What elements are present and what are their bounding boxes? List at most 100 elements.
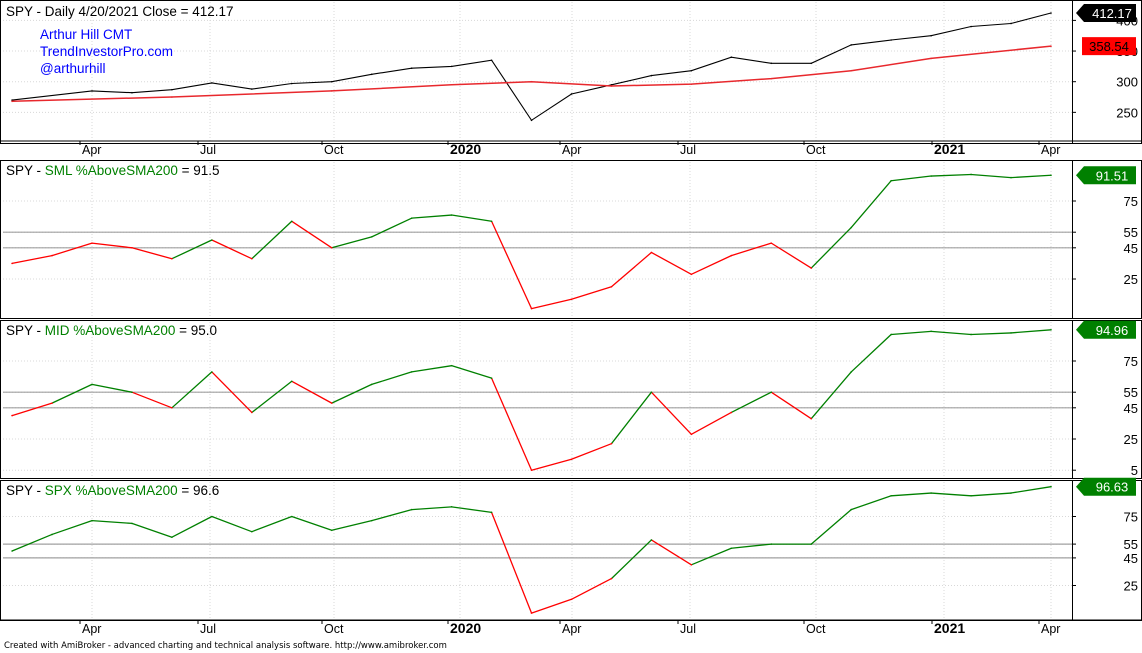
x-tick-label-3-r0: 2020 bbox=[450, 141, 481, 157]
series-segment bbox=[251, 515, 293, 533]
data-point-mid-6 bbox=[251, 411, 253, 414]
data-point-spx-23 bbox=[930, 492, 932, 494]
panel-title: SPY - SPX %AboveSMA200 = 96.6 bbox=[6, 483, 219, 498]
data-point-sml-8 bbox=[330, 247, 333, 249]
data-point-sml-21 bbox=[850, 226, 853, 229]
data-point-mid-21 bbox=[850, 371, 853, 373]
data-point-sml-16 bbox=[650, 251, 653, 254]
data-point-sma-200-2 bbox=[330, 90, 333, 92]
last-value-tag-sml: 91.51 bbox=[1076, 166, 1136, 185]
data-point-spy-close-14 bbox=[610, 83, 613, 86]
data-point-mid-17 bbox=[690, 433, 693, 436]
data-point-spy-close-0 bbox=[11, 99, 13, 101]
y-tick-label: 25 bbox=[1124, 272, 1138, 287]
data-point-spy-close-18 bbox=[770, 62, 773, 65]
series-segment bbox=[451, 506, 492, 514]
x-tick-label-8-r1: Apr bbox=[1041, 622, 1060, 636]
series-segment bbox=[770, 242, 812, 269]
data-point-mid-4 bbox=[171, 407, 173, 409]
data-point-sml-7 bbox=[290, 220, 293, 223]
series-segment bbox=[171, 371, 213, 409]
data-point-spy-close-16 bbox=[690, 69, 693, 72]
series-segment bbox=[611, 251, 652, 288]
data-point-mid-8 bbox=[330, 402, 333, 404]
data-point-sml-13 bbox=[530, 307, 533, 310]
series-segment bbox=[971, 332, 1012, 336]
series-segment bbox=[91, 242, 133, 249]
series-segment bbox=[51, 242, 93, 257]
data-point-spx-19 bbox=[770, 543, 773, 545]
x-tick-label-4-r1: Apr bbox=[562, 622, 581, 636]
panel-frame bbox=[0, 320, 1142, 479]
data-point-spy-close-17 bbox=[730, 56, 733, 58]
price-line bbox=[12, 12, 1052, 122]
x-tick-label-1-r0: Jul bbox=[200, 143, 216, 157]
series-segment bbox=[490, 512, 533, 614]
last-value-tag-mid: 94.96 bbox=[1076, 320, 1136, 339]
panel-title: SPY - MID %AboveSMA200 = 95.0 bbox=[6, 323, 217, 338]
series-segment bbox=[451, 365, 492, 379]
series-segment bbox=[571, 578, 612, 600]
x-tick-label-4-r0: Apr bbox=[562, 143, 581, 157]
author-annotation-1: TrendInvestorPro.com bbox=[40, 44, 173, 59]
series-segment bbox=[291, 220, 333, 249]
data-point-sml-0 bbox=[11, 262, 13, 265]
series-segment bbox=[691, 411, 732, 435]
series-segment bbox=[211, 515, 253, 533]
y-tick-label: 45 bbox=[1124, 551, 1138, 566]
data-point-sml-5 bbox=[211, 239, 213, 241]
series-segment bbox=[891, 492, 932, 497]
author-annotation-2: @arthurhill bbox=[40, 61, 105, 76]
data-point-spx-18 bbox=[730, 547, 733, 550]
y-tick-label: 300 bbox=[1116, 75, 1138, 90]
data-point-spy-close-2 bbox=[131, 91, 133, 94]
x-tick-label-7-r1: 2021 bbox=[934, 620, 965, 636]
series-segment bbox=[331, 383, 372, 404]
data-point-spx-3 bbox=[131, 522, 133, 525]
series-segment bbox=[371, 217, 412, 238]
series-segment bbox=[931, 173, 972, 177]
data-point-sma-200-9 bbox=[930, 57, 932, 60]
y-tick-label: 25 bbox=[1124, 579, 1138, 594]
series-segment bbox=[931, 492, 972, 497]
data-point-mid-15 bbox=[610, 442, 613, 445]
data-point-mid-24 bbox=[970, 333, 972, 336]
data-point-mid-9 bbox=[370, 383, 373, 386]
data-point-spy-close-10 bbox=[450, 65, 453, 68]
data-point-sma-200-3 bbox=[450, 83, 453, 86]
last-value-label: 96.63 bbox=[1096, 480, 1129, 495]
data-point-spy-close-8 bbox=[370, 73, 373, 76]
data-point-mid-23 bbox=[930, 330, 932, 333]
series-segment bbox=[411, 506, 452, 511]
data-point-mid-18 bbox=[730, 411, 733, 414]
series-segment bbox=[371, 371, 412, 386]
x-tick-label-6-r1: Oct bbox=[806, 622, 826, 636]
last-value-tag-spx: 96.63 bbox=[1076, 477, 1136, 496]
last-value-label: 94.96 bbox=[1096, 323, 1129, 338]
data-point-sml-10 bbox=[410, 217, 413, 219]
data-point-sml-3 bbox=[131, 247, 133, 249]
series-segment bbox=[850, 495, 892, 511]
data-point-sml-25 bbox=[1010, 176, 1012, 179]
y-tick-label: 45 bbox=[1124, 241, 1138, 256]
last-value-tag-price: 412.17 bbox=[1076, 4, 1136, 23]
data-point-spy-close-20 bbox=[850, 44, 853, 46]
data-point-mid-25 bbox=[1010, 332, 1012, 334]
series-segment bbox=[611, 539, 652, 580]
y-tick-label: 55 bbox=[1124, 385, 1138, 400]
x-tick-label-0-r1: Apr bbox=[82, 622, 101, 636]
last-value-tag-bg bbox=[1076, 320, 1136, 339]
panel-title: SPY - SML %AboveSMA200 = 91.5 bbox=[6, 163, 220, 178]
series-segment bbox=[770, 391, 812, 420]
data-point-mid-0 bbox=[11, 414, 13, 417]
series-segment bbox=[1010, 329, 1052, 334]
data-point-spx-1 bbox=[51, 533, 53, 536]
series-segment bbox=[571, 286, 612, 300]
data-point-sml-22 bbox=[890, 179, 892, 182]
data-point-sml-17 bbox=[690, 273, 693, 276]
x-tick-label-3-r1: 2020 bbox=[450, 620, 481, 636]
data-point-sml-9 bbox=[370, 236, 373, 238]
data-point-sml-18 bbox=[730, 254, 733, 257]
data-point-sml-26 bbox=[1050, 174, 1052, 177]
data-point-mid-26 bbox=[1050, 329, 1052, 331]
